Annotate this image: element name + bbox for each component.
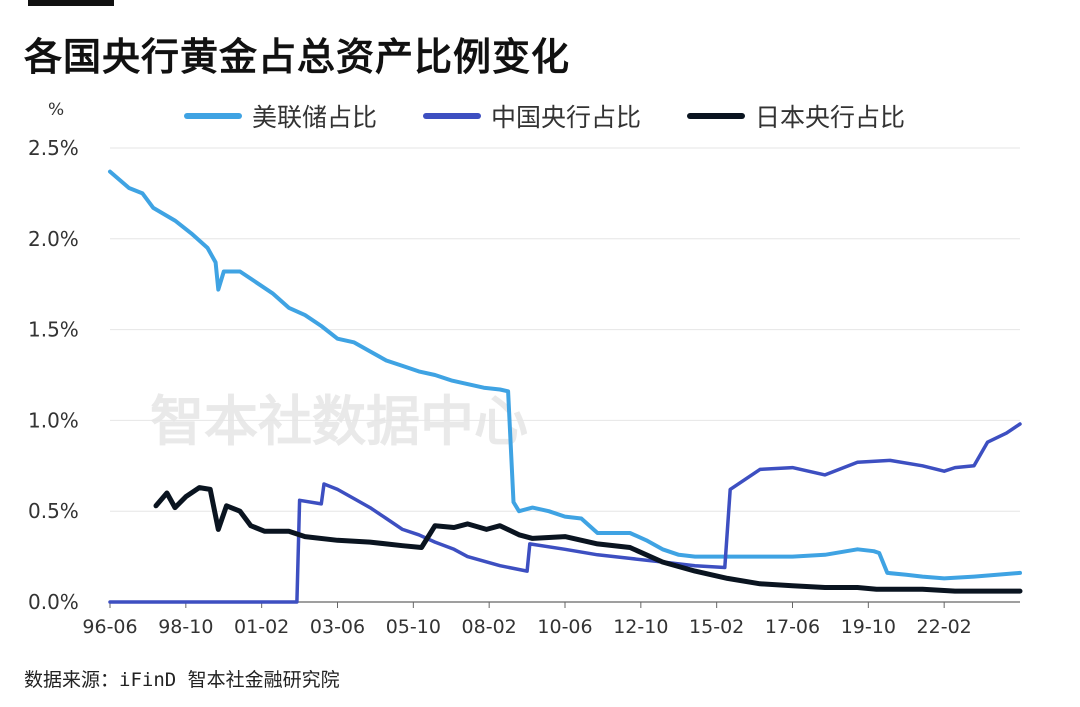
watermark-text: 智本社数据中心 xyxy=(150,390,528,453)
grid-lines xyxy=(110,147,1020,603)
x-tick-label: 01-02 xyxy=(234,616,289,638)
y-tick-label: 1.5% xyxy=(28,318,79,342)
legend-item-pboc: 中国央行占比 xyxy=(423,98,641,134)
x-tick-label: 12-10 xyxy=(613,616,668,638)
x-tick-label: 05-10 xyxy=(386,616,441,638)
legend-swatch-fed xyxy=(184,113,242,119)
legend-label-boj: 日本央行占比 xyxy=(755,103,906,132)
y-tick-label: 1.0% xyxy=(28,408,79,432)
legend-label-fed: 美联储占比 xyxy=(252,103,378,132)
x-tick-label: 22-02 xyxy=(917,616,972,638)
series-lines xyxy=(108,169,1023,604)
x-tick-label: 10-06 xyxy=(537,616,592,638)
legend-swatch-boj xyxy=(687,113,746,119)
x-tick-label: 15-02 xyxy=(689,616,744,638)
x-tick-label: 08-02 xyxy=(462,616,517,638)
y-axis-unit-label: % xyxy=(48,100,64,120)
chart-title: 各国央行黄金占总资产比例变化 xyxy=(24,35,571,79)
y-tick-label: 2.0% xyxy=(28,227,79,251)
y-tick-label: 0.5% xyxy=(28,499,79,523)
legend-item-boj: 日本央行占比 xyxy=(687,98,905,134)
series-line-fed xyxy=(108,169,1022,581)
legend: 美联储占比 中国央行占比 日本央行占比 xyxy=(184,98,905,134)
x-tick-label: 96-06 xyxy=(82,616,137,638)
x-tick-label: 03-06 xyxy=(310,616,365,638)
series-line-pboc xyxy=(108,422,1022,604)
y-tick-label: 2.5% xyxy=(28,136,79,160)
source-note: 数据来源：iFinD 智本社金融研究院 xyxy=(24,669,340,691)
x-tick-label: 17-06 xyxy=(765,616,820,638)
series-line-boj xyxy=(153,485,1023,594)
y-tick-label: 0.0% xyxy=(28,590,79,614)
legend-label-pboc: 中国央行占比 xyxy=(491,103,642,132)
legend-item-fed: 美联储占比 xyxy=(184,98,377,134)
y-axis-ticks: 0.0% 0.5% 1.0% 1.5% 2.0% 2.5% xyxy=(28,136,79,614)
x-tick-label: 98-10 xyxy=(158,616,213,638)
x-tick-label: 19-10 xyxy=(841,616,896,638)
legend-swatch-pboc xyxy=(423,113,482,119)
x-axis-ticks: 96-06 98-10 01-02 03-06 05-10 08-02 10-06 12-10… xyxy=(82,602,972,638)
title-accent-bar xyxy=(28,0,114,6)
